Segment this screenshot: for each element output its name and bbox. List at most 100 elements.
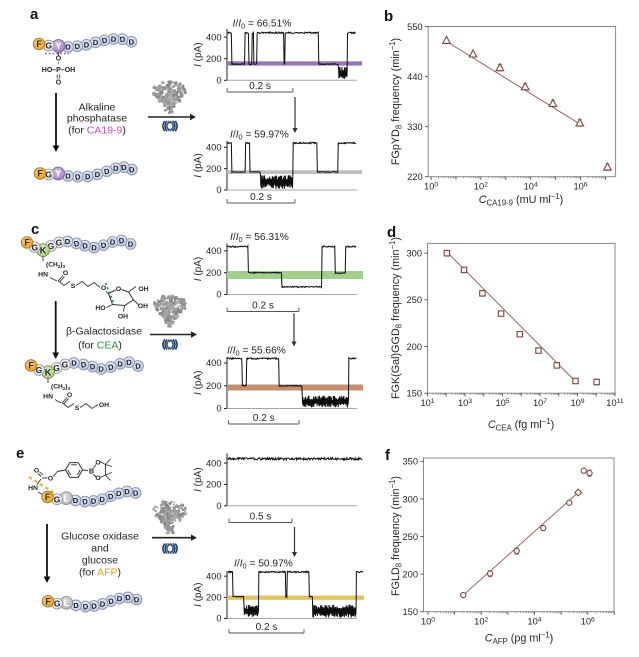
svg-text:D: D bbox=[91, 496, 98, 505]
svg-text:K: K bbox=[45, 367, 52, 377]
svg-text:G: G bbox=[31, 242, 38, 252]
svg-text:D: D bbox=[98, 365, 104, 374]
svg-text:e: e bbox=[16, 445, 24, 462]
svg-text:I (pA): I (pA) bbox=[193, 42, 204, 66]
svg-text:D: D bbox=[95, 170, 101, 179]
svg-text:D: D bbox=[93, 38, 99, 47]
svg-text:Glucose oxidase: Glucose oxidase bbox=[61, 531, 139, 543]
svg-text:109: 109 bbox=[570, 398, 584, 408]
svg-text:L: L bbox=[63, 493, 69, 503]
svg-text:0: 0 bbox=[216, 76, 221, 86]
svg-text:150: 150 bbox=[402, 607, 418, 617]
svg-text:0.2 s: 0.2 s bbox=[249, 81, 271, 92]
svg-text:300: 300 bbox=[402, 494, 418, 504]
svg-text:Alkaline: Alkaline bbox=[79, 102, 116, 114]
svg-text:D: D bbox=[73, 496, 79, 505]
svg-text:O: O bbox=[48, 476, 53, 483]
svg-text:K: K bbox=[40, 245, 47, 255]
svg-text:FGpYD8 frequency (min−1): FGpYD8 frequency (min−1) bbox=[388, 38, 403, 165]
svg-text:D: D bbox=[107, 491, 115, 501]
svg-text:350: 350 bbox=[402, 457, 418, 467]
svg-text:(CH2)3: (CH2)3 bbox=[51, 384, 71, 391]
svg-text:D: D bbox=[80, 360, 88, 370]
svg-text:400: 400 bbox=[206, 571, 222, 581]
svg-text:D: D bbox=[101, 35, 109, 45]
svg-text:200: 200 bbox=[206, 480, 222, 490]
svg-text:(for CA19-9): (for CA19-9) bbox=[68, 125, 126, 137]
svg-text:HN: HN bbox=[43, 394, 53, 401]
svg-text:O: O bbox=[34, 468, 39, 475]
svg-text:106: 106 bbox=[573, 181, 587, 191]
svg-text:1011: 1011 bbox=[606, 398, 624, 408]
svg-text:G: G bbox=[45, 41, 52, 51]
svg-text:400: 400 bbox=[206, 358, 222, 368]
svg-text:G: G bbox=[54, 599, 61, 609]
svg-text:a: a bbox=[30, 6, 39, 23]
svg-text:330: 330 bbox=[407, 122, 423, 132]
svg-text:400: 400 bbox=[206, 246, 222, 256]
svg-text:0: 0 bbox=[216, 614, 221, 624]
svg-text:FGK(Gal)GGD8 frequency (min−1): FGK(Gal)GGD8 frequency (min−1) bbox=[388, 237, 403, 399]
svg-text:300: 300 bbox=[406, 249, 422, 259]
svg-text:100: 100 bbox=[424, 181, 438, 191]
svg-text:I (pA): I (pA) bbox=[193, 467, 204, 491]
svg-text:200: 200 bbox=[206, 381, 222, 391]
svg-text:220: 220 bbox=[407, 172, 423, 182]
svg-text:105: 105 bbox=[495, 398, 509, 408]
svg-text:103: 103 bbox=[458, 398, 472, 408]
svg-text:F: F bbox=[45, 596, 51, 606]
svg-text:D: D bbox=[100, 600, 106, 609]
svg-text:O: O bbox=[95, 475, 100, 482]
svg-text:I (pA): I (pA) bbox=[193, 583, 204, 607]
svg-text:D: D bbox=[91, 601, 98, 610]
svg-text:G: G bbox=[56, 238, 63, 248]
svg-text:D: D bbox=[129, 165, 136, 174]
svg-text:D: D bbox=[117, 359, 124, 368]
svg-text:150: 150 bbox=[406, 389, 422, 399]
svg-text:G: G bbox=[62, 360, 69, 370]
svg-text:O: O bbox=[56, 80, 62, 87]
svg-text:O: O bbox=[56, 56, 62, 63]
svg-text:D: D bbox=[81, 497, 89, 507]
svg-text:I/I0 = 56.31%: I/I0 = 56.31% bbox=[230, 232, 289, 244]
svg-text:D: D bbox=[73, 601, 79, 610]
svg-text:0: 0 bbox=[216, 290, 221, 300]
svg-text:400: 400 bbox=[206, 142, 222, 152]
svg-text:I (pA): I (pA) bbox=[193, 257, 204, 281]
svg-text:D: D bbox=[109, 238, 116, 247]
svg-text:D: D bbox=[99, 495, 105, 504]
svg-text:0: 0 bbox=[216, 501, 221, 511]
svg-text:HO–P–OH: HO–P–OH bbox=[42, 67, 75, 74]
svg-text:glucose: glucose bbox=[82, 555, 118, 567]
svg-text:(for AFP): (for AFP) bbox=[79, 567, 121, 579]
svg-text:c: c bbox=[31, 221, 39, 238]
svg-text:D: D bbox=[113, 164, 120, 173]
svg-text:OH: OH bbox=[118, 314, 128, 321]
svg-text:0: 0 bbox=[216, 404, 221, 414]
svg-text:β-Galactosidase: β-Galactosidase bbox=[66, 326, 142, 338]
svg-text:D: D bbox=[89, 362, 96, 371]
svg-text:B: B bbox=[89, 467, 94, 476]
svg-text:400: 400 bbox=[206, 458, 222, 468]
svg-text:I/I0 = 50.97%: I/I0 = 50.97% bbox=[234, 559, 293, 571]
svg-text:O: O bbox=[116, 286, 121, 293]
svg-text:D: D bbox=[132, 488, 139, 497]
svg-text:D: D bbox=[128, 37, 135, 46]
svg-text:OH: OH bbox=[138, 286, 148, 293]
svg-text:0.2 s: 0.2 s bbox=[250, 192, 272, 203]
svg-text:200: 200 bbox=[406, 342, 422, 352]
svg-text:D: D bbox=[126, 357, 133, 367]
svg-text:D: D bbox=[74, 41, 82, 51]
svg-text:D: D bbox=[118, 236, 125, 246]
svg-text:HO: HO bbox=[95, 305, 105, 312]
svg-text:L: L bbox=[64, 598, 70, 608]
svg-text:D: D bbox=[103, 166, 111, 176]
svg-text:d: d bbox=[387, 224, 396, 241]
svg-text:Y: Y bbox=[55, 169, 61, 179]
svg-text:0.2 s: 0.2 s bbox=[256, 622, 278, 633]
svg-text:D: D bbox=[82, 241, 89, 250]
svg-text:0.2 s: 0.2 s bbox=[252, 300, 274, 311]
svg-text:D: D bbox=[100, 240, 108, 250]
svg-text:102: 102 bbox=[474, 616, 488, 626]
svg-text:D: D bbox=[85, 172, 92, 181]
